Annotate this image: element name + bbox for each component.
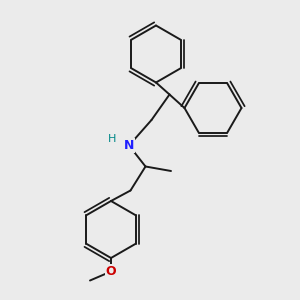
Text: H: H [107, 134, 116, 144]
Text: N: N [124, 139, 134, 152]
Text: O: O [106, 265, 116, 278]
